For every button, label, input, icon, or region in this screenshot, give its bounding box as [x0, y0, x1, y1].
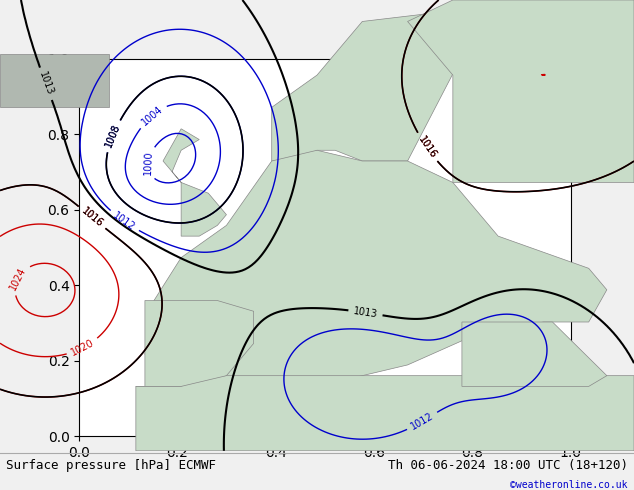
- Polygon shape: [145, 300, 254, 387]
- Text: 1008: 1008: [103, 122, 122, 149]
- Text: 1000: 1000: [143, 151, 153, 175]
- Text: 1008: 1008: [103, 122, 122, 149]
- Polygon shape: [408, 0, 634, 182]
- Text: 1004: 1004: [139, 104, 165, 127]
- Text: Th 06-06-2024 18:00 UTC (18+120): Th 06-06-2024 18:00 UTC (18+120): [387, 459, 628, 472]
- Text: 1013: 1013: [37, 71, 55, 97]
- Polygon shape: [136, 150, 607, 387]
- Text: 1016: 1016: [79, 206, 105, 229]
- Polygon shape: [272, 11, 480, 161]
- Text: 1016: 1016: [79, 206, 105, 229]
- Polygon shape: [0, 54, 108, 107]
- Text: ©weatheronline.co.uk: ©weatheronline.co.uk: [510, 480, 628, 490]
- Polygon shape: [136, 376, 634, 451]
- Text: 1024: 1024: [8, 266, 28, 292]
- Text: 1016: 1016: [416, 134, 438, 160]
- Text: 1016: 1016: [416, 134, 438, 160]
- Text: 1012: 1012: [112, 210, 137, 232]
- Text: 1012: 1012: [409, 411, 436, 432]
- Text: 1020: 1020: [70, 338, 96, 358]
- Polygon shape: [163, 129, 226, 236]
- Text: Surface pressure [hPa] ECMWF: Surface pressure [hPa] ECMWF: [6, 459, 216, 472]
- Polygon shape: [462, 322, 607, 387]
- Text: 1013: 1013: [353, 306, 378, 319]
